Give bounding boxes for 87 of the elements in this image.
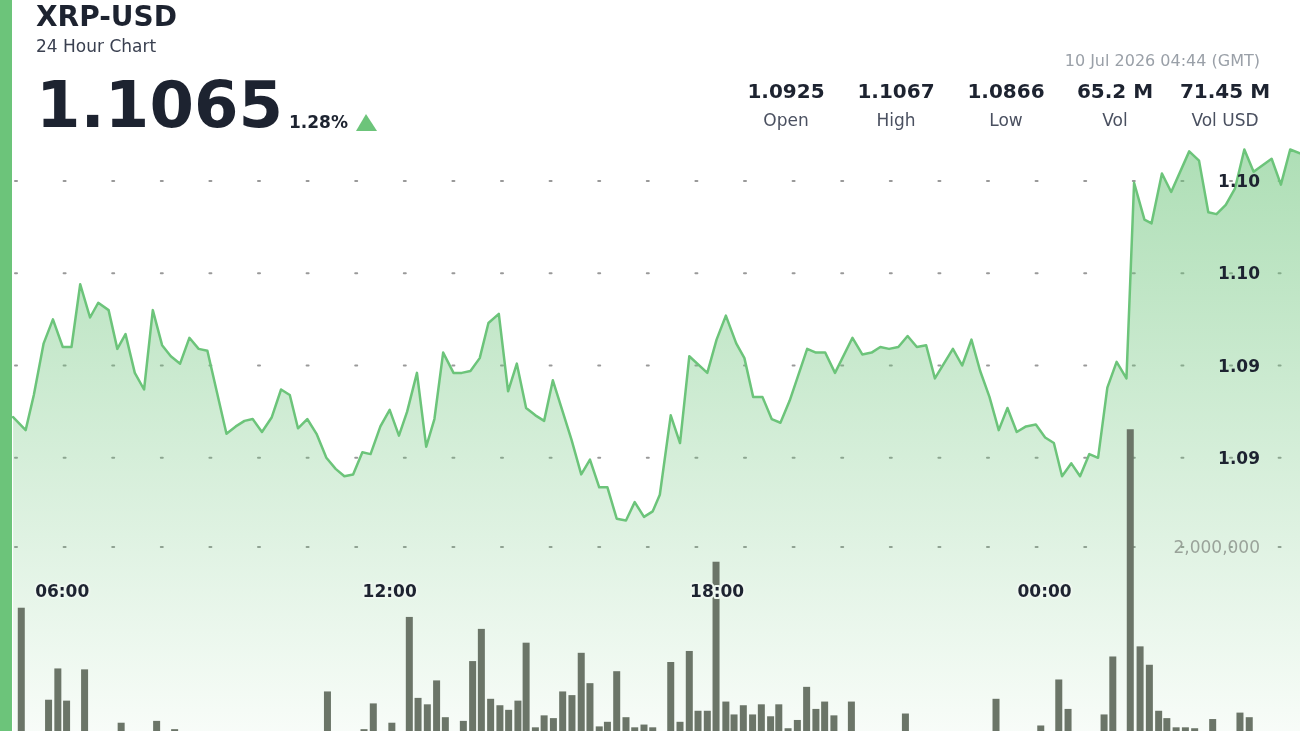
bar [992,698,1000,731]
bar [1209,719,1217,731]
y-tick-label: 1.10 [1218,263,1261,284]
chart-title: XRP-USD [36,0,177,33]
bar [793,719,801,731]
bar [17,607,25,731]
bar [63,700,71,731]
bar [901,713,909,731]
annotation: Open [763,110,809,130]
bar [676,721,684,731]
bar [405,616,413,731]
x-tick-label: 12:00 [362,581,417,601]
bar [821,701,829,731]
bar [1064,708,1072,731]
annotation: 1.0866 [967,79,1045,103]
bar [522,642,530,731]
bar [549,718,557,731]
bar [369,703,377,731]
bar [1236,712,1244,731]
bar [433,680,441,731]
bar [784,728,792,731]
y-tick-label: 1.10 [1218,170,1261,191]
text: 24 Hour Chart [36,36,157,56]
bar [477,628,485,731]
bar [812,708,820,731]
annotation: 1.0925 [747,79,825,103]
y2-tick-label: 2,000,000 [1173,537,1260,558]
bar [667,662,675,731]
bar [388,722,396,731]
bar [487,698,495,731]
annotation: 1.1067 [857,79,935,103]
y-tick-label: 1.09 [1218,447,1260,468]
bar [685,650,693,731]
annotation: 10 Jul 2026 04:44 (GMT) [1064,51,1260,70]
x-tick-label: 06:00 [35,581,90,601]
annotation: 1.28% [289,112,348,132]
bar [441,717,449,731]
bar [469,661,477,731]
bar [803,686,811,731]
bar [540,715,548,731]
bar [631,727,639,731]
bar [694,710,702,731]
bar [1172,727,1180,731]
bar [749,714,757,731]
annotation: 1.1065 [36,68,283,142]
bar [54,668,62,731]
bar [514,700,522,731]
annotation: 65.2 M [1076,79,1154,103]
bar [81,669,89,731]
bar [1181,727,1189,731]
bar [1145,664,1153,731]
bar [459,720,467,731]
bar [323,691,331,731]
bar [45,699,53,731]
bar [559,691,567,731]
bar [1191,728,1199,731]
bar [1055,679,1063,731]
bar [830,715,838,731]
annotation: High [876,110,916,130]
annotation: Vol USD [1191,110,1259,130]
bar [757,704,765,731]
bar [703,710,711,731]
x-tick-label: 00:00 [1017,581,1072,601]
bar [739,705,747,731]
bar [423,704,431,731]
annotation: 71.45 M [1179,79,1271,103]
bar [505,709,513,731]
bar [496,705,504,731]
bar [847,701,855,731]
bar [531,727,539,731]
bar [640,724,648,731]
annotation: Low [989,110,1023,130]
bar [1136,646,1144,731]
bar [414,697,422,731]
bar [613,671,621,731]
y-tick-label: 1.09 [1218,355,1260,376]
annotation: Vol [1102,110,1128,130]
bar [153,720,161,731]
bar [730,714,738,731]
bar [649,727,657,731]
bar [722,701,730,731]
bar [622,717,630,731]
bar [1037,725,1045,731]
bar [1126,429,1134,731]
bar [1245,717,1253,731]
bar [117,722,125,731]
bar [568,695,576,731]
